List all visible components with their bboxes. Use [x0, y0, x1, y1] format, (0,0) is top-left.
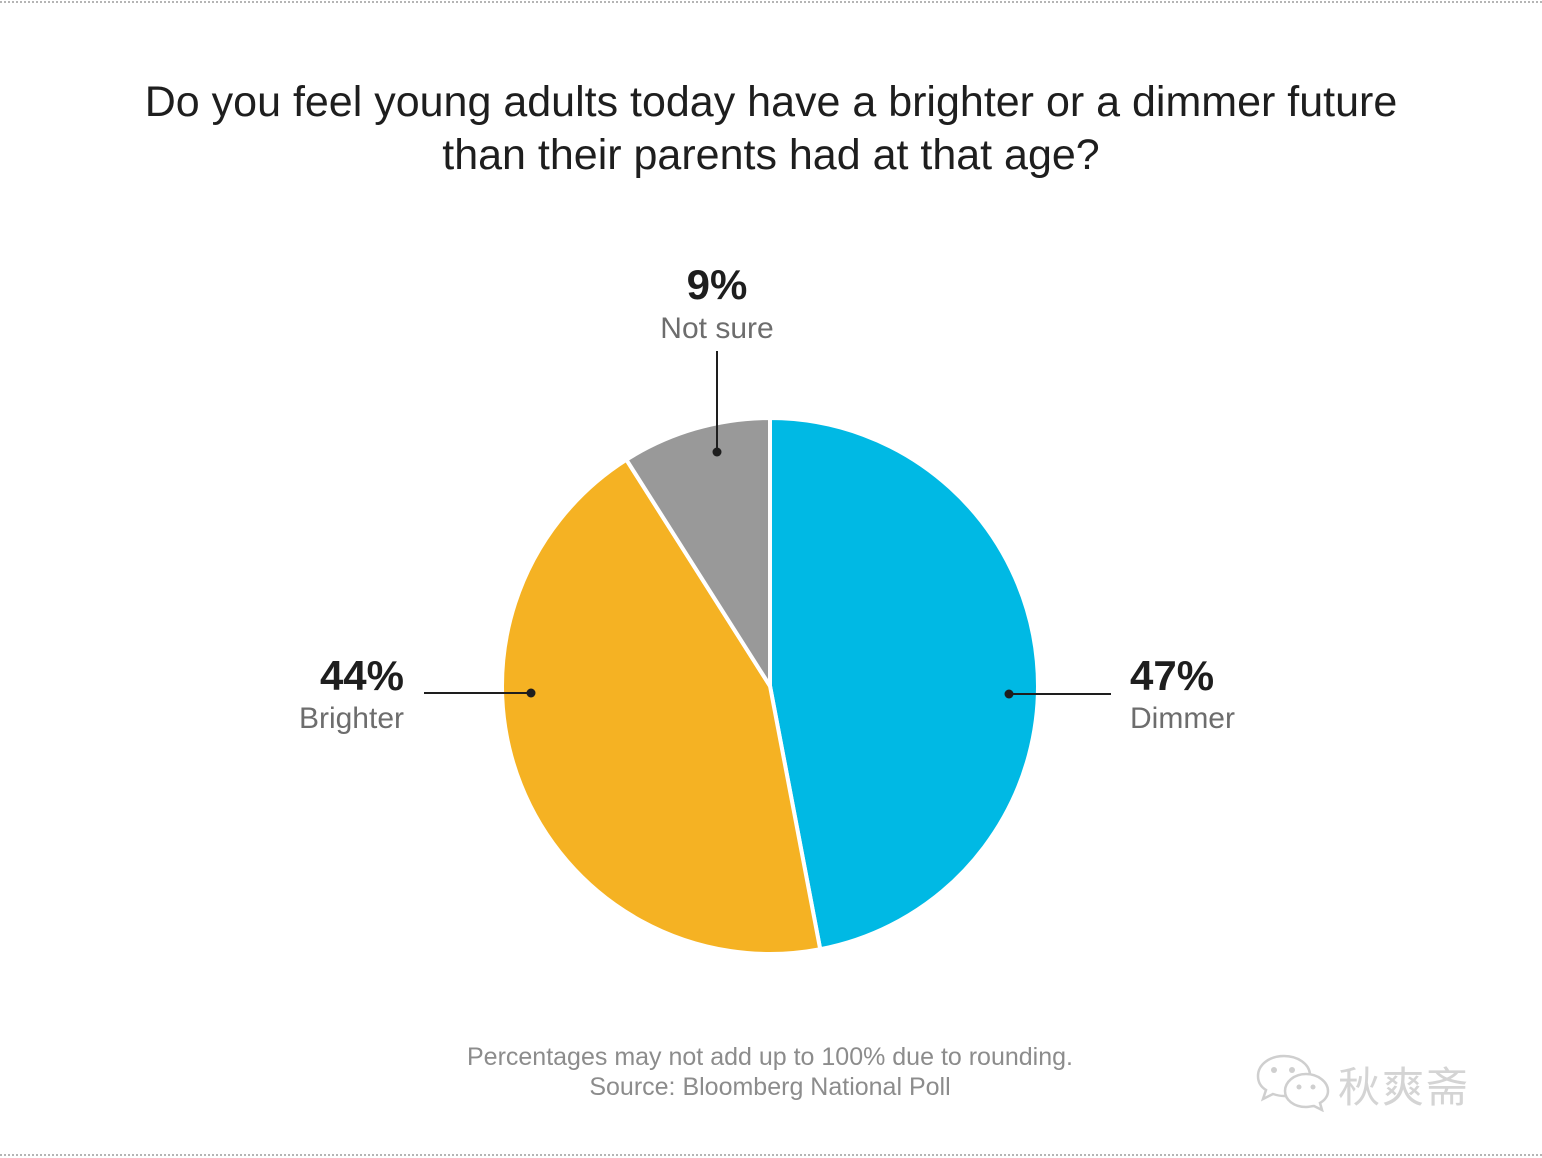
- leader-dot-not-sure: [712, 447, 722, 457]
- pie-slice-not-sure: [624, 416, 772, 688]
- chart-title: Do you feel young adults today have a br…: [60, 76, 1482, 182]
- footnote: Percentages may not add up to 100% due t…: [467, 1043, 1073, 1071]
- value-label-not-sure: 9%: [687, 261, 748, 308]
- category-label-brighter: Brighter: [299, 702, 404, 735]
- category-label-dimmer: Dimmer: [1130, 702, 1235, 735]
- leader-dot-dimmer: [1004, 689, 1014, 699]
- source-note: Source: Bloomberg National Poll: [589, 1073, 951, 1101]
- wechat-icon: [1256, 1054, 1330, 1113]
- chart-title-line-2: than their parents had at that age?: [442, 131, 1100, 179]
- top-dotted-border: [0, 1, 1542, 3]
- pie-slices: [500, 416, 1040, 956]
- chart-title-line-1: Do you feel young adults today have a br…: [144, 78, 1398, 126]
- value-label-dimmer: 47%: [1130, 652, 1214, 699]
- bottom-dotted-border: [0, 1154, 1542, 1156]
- category-label-not-sure: Not sure: [660, 312, 773, 345]
- watermark: 秋爽斋: [1254, 1050, 1504, 1113]
- watermark-text: 秋爽斋: [1338, 1063, 1471, 1112]
- leader-dot-brighter: [526, 688, 536, 698]
- pie-slice-brighter: [500, 457, 823, 956]
- chart-footer: Percentages may not add up to 100% due t…: [370, 1042, 1170, 1102]
- pie-slice-dimmer: [768, 416, 1040, 952]
- value-label-brighter: 44%: [320, 652, 404, 699]
